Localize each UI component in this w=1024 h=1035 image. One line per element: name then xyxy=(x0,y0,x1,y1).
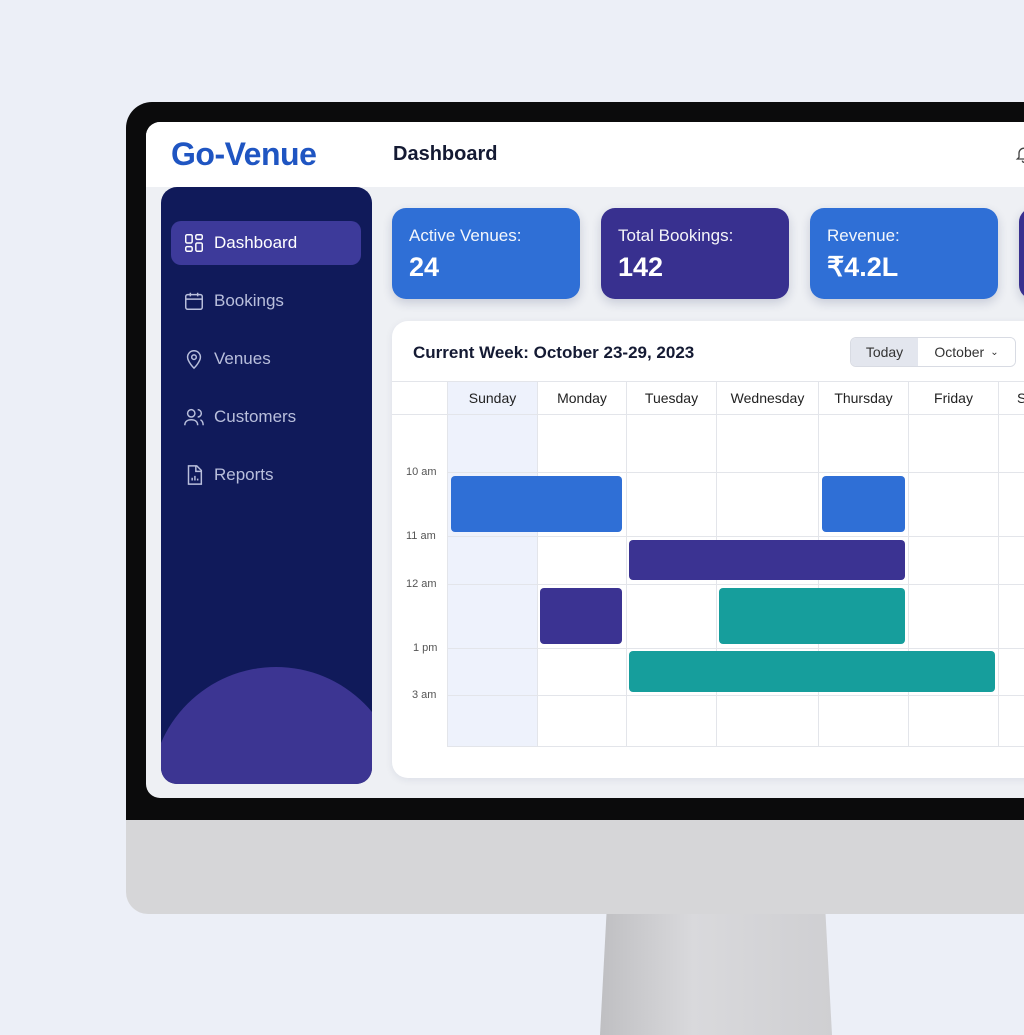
day-header-thursday: Thursday xyxy=(818,381,908,415)
divider xyxy=(447,746,1024,747)
stat-value: 24 xyxy=(409,252,440,282)
report-file-icon xyxy=(187,465,203,485)
sidebar-item-label: Dashboard xyxy=(214,233,298,252)
sidebar-item-venues[interactable]: Venues xyxy=(171,337,361,381)
sidebar-item-label: Venues xyxy=(214,349,271,368)
divider xyxy=(447,584,1024,585)
logo-area: Go-Venue xyxy=(146,122,372,187)
divider xyxy=(447,648,1024,649)
bell-icon[interactable] xyxy=(1014,144,1024,164)
sidebar-item-label: Customers xyxy=(214,407,297,426)
divider xyxy=(908,415,909,747)
divider xyxy=(998,415,999,747)
day-header-sunday: Sunday xyxy=(447,381,537,415)
booking-event[interactable] xyxy=(540,588,622,644)
header: Dashboard xyxy=(372,122,1024,187)
booking-event[interactable] xyxy=(629,651,995,692)
divider xyxy=(716,415,717,747)
stat-label: Revenue: xyxy=(827,226,900,245)
day-header-wednesday: Wednesday xyxy=(716,381,818,415)
sidebar-item-reports[interactable]: Reports xyxy=(171,453,361,497)
day-header-tuesday: Tuesday xyxy=(626,381,716,415)
calendar-title: Current Week: October 23-29, 2023 xyxy=(413,343,695,362)
day-header-friday: Friday xyxy=(908,381,998,415)
sidebar-decoration xyxy=(161,667,372,784)
day-header-monday: Monday xyxy=(537,381,626,415)
stat-value: ₹4.2L xyxy=(827,252,899,282)
page-title: Dashboard xyxy=(393,143,498,165)
screen: Go-Venue Dashboard Bookings Venues Custo… xyxy=(146,122,1024,798)
divider xyxy=(626,415,627,747)
today-button[interactable]: Today xyxy=(851,338,918,366)
sidebar-item-bookings[interactable]: Bookings xyxy=(171,279,361,323)
sidebar-item-dashboard[interactable]: Dashboard xyxy=(171,221,361,265)
stat-card-partial[interactable] xyxy=(1019,208,1024,299)
divider xyxy=(392,414,1024,415)
time-label: 1 pm xyxy=(413,642,438,654)
divider xyxy=(537,415,538,747)
calendar-view-controls: Today October ⌄ xyxy=(850,337,1016,367)
sidebar-item-label: Bookings xyxy=(214,291,284,310)
booking-event[interactable] xyxy=(629,540,905,580)
stat-card-total-bookings[interactable]: Total Bookings: 142 xyxy=(601,208,789,299)
stat-label: Total Bookings: xyxy=(618,226,734,245)
sidebar-item-label: Reports xyxy=(214,465,274,484)
divider xyxy=(447,415,448,747)
sidebar-item-customers[interactable]: Customers xyxy=(171,395,361,439)
booking-event[interactable] xyxy=(822,476,905,532)
calendar-card: Current Week: October 23-29, 2023 Today … xyxy=(392,321,1024,778)
month-select[interactable]: October ⌄ xyxy=(918,338,1015,366)
time-label: 10 am xyxy=(406,466,437,478)
time-label: 12 am xyxy=(406,578,437,590)
stat-card-active-venues[interactable]: Active Venues: 24 xyxy=(392,208,580,299)
booking-event[interactable] xyxy=(451,476,622,532)
stat-label: Active Venues: xyxy=(409,226,522,245)
monitor-stand xyxy=(600,905,832,1035)
stat-value: 142 xyxy=(618,252,664,282)
time-label: 3 am xyxy=(412,689,437,701)
booking-event[interactable] xyxy=(719,588,905,644)
sidebar: Dashboard Bookings Venues Customers Repo… xyxy=(161,187,372,784)
current-day-highlight xyxy=(447,381,537,747)
stat-card-revenue[interactable]: Revenue: ₹4.2L xyxy=(810,208,998,299)
divider xyxy=(447,695,1024,696)
divider xyxy=(392,381,1024,382)
month-select-value: October xyxy=(934,344,985,360)
calendar-icon xyxy=(185,292,203,310)
map-pin-icon xyxy=(186,350,202,370)
users-icon xyxy=(184,408,204,426)
divider xyxy=(818,415,819,747)
time-label: 11 am xyxy=(406,530,436,542)
chevron-down-icon: ⌄ xyxy=(990,346,999,358)
divider xyxy=(447,472,1024,473)
divider xyxy=(447,536,1024,537)
day-header-saturday: S xyxy=(998,381,1024,415)
dashboard-grid-icon xyxy=(185,234,203,252)
logo[interactable]: Go-Venue xyxy=(171,136,317,172)
